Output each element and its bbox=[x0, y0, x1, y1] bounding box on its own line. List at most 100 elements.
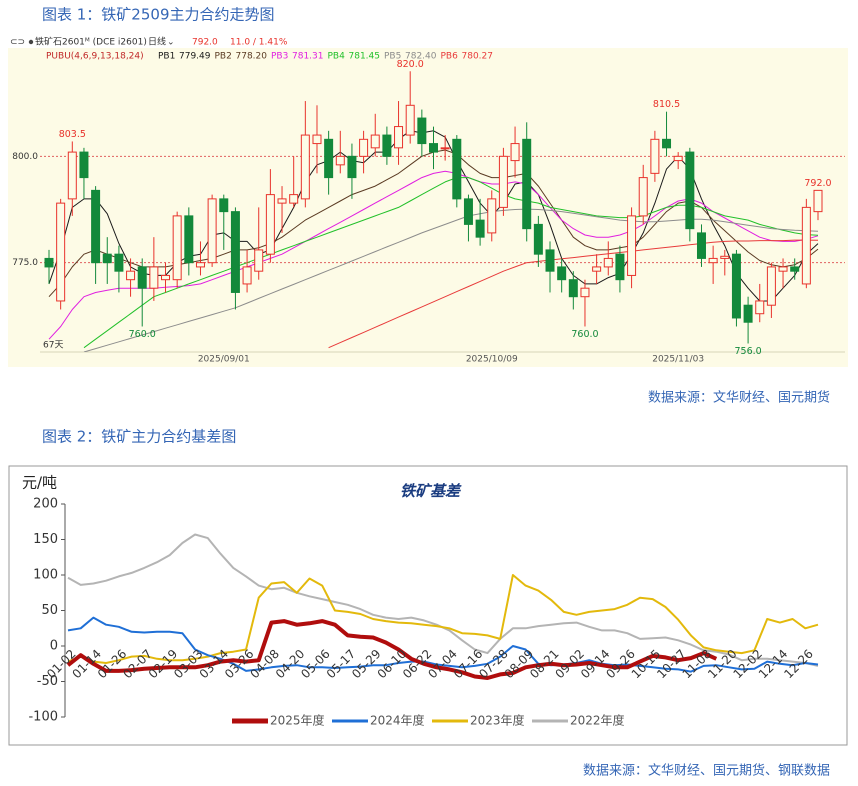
legend-name: PB1 bbox=[158, 52, 175, 62]
candle-body bbox=[638, 177, 648, 217]
chart-title: 铁矿基差 bbox=[400, 482, 462, 500]
legend-label: 2023年度 bbox=[470, 713, 525, 728]
candle-body bbox=[277, 198, 287, 204]
high-label: 820.0 bbox=[397, 59, 424, 70]
y-tick-label: 800.0 bbox=[12, 152, 38, 162]
source: 数据来源：文华财经、国元期货、钢联数据 bbox=[583, 763, 830, 779]
candle-body bbox=[207, 198, 217, 264]
legend-name: PB6 bbox=[441, 52, 459, 62]
source: 数据来源：文华财经、国元期货 bbox=[648, 390, 830, 406]
candle-body bbox=[335, 155, 345, 166]
candle-body bbox=[673, 155, 683, 162]
y-tick-label: 775.0 bbox=[12, 258, 38, 268]
y-tick-label: 200 bbox=[33, 497, 58, 512]
y-tick-label: 100 bbox=[33, 568, 58, 583]
legend-label: 2024年度 bbox=[370, 713, 425, 728]
x-tick-label: 2025/10/09 bbox=[466, 355, 518, 365]
ma-line bbox=[83, 177, 819, 349]
candle-body bbox=[731, 253, 741, 319]
instrument: 铁矿石2601ᴹ (DCE i2601) bbox=[35, 36, 147, 48]
candle-body bbox=[463, 198, 473, 225]
candle-body bbox=[580, 287, 590, 298]
legend-label: 2022年度 bbox=[570, 713, 625, 728]
candle-body bbox=[265, 194, 275, 255]
candle-body bbox=[778, 266, 788, 272]
legend-label: 2025年度 bbox=[270, 713, 325, 728]
candle-body bbox=[627, 215, 637, 276]
candle-body bbox=[510, 143, 520, 162]
candle-body bbox=[195, 262, 205, 268]
low-label: 760.0 bbox=[129, 329, 156, 340]
candle-body bbox=[498, 155, 508, 208]
candle-body bbox=[161, 274, 171, 281]
candle-body bbox=[801, 206, 811, 285]
candle-body bbox=[347, 155, 357, 179]
candle-body bbox=[685, 151, 695, 230]
legend-value: 779.49 bbox=[179, 52, 211, 62]
candle-body bbox=[708, 257, 718, 264]
low-label: 756.0 bbox=[734, 346, 761, 357]
candle-body bbox=[242, 266, 252, 285]
candle-body bbox=[766, 266, 776, 306]
legend-value: 782.40 bbox=[405, 52, 437, 62]
candle-body bbox=[230, 211, 240, 293]
candle-body bbox=[67, 151, 77, 200]
candle-body bbox=[405, 104, 415, 136]
legend-name: PB2 bbox=[215, 52, 232, 62]
candle-body bbox=[254, 249, 264, 272]
legend-name: PB3 bbox=[271, 52, 288, 62]
candle-body bbox=[56, 202, 66, 302]
candle-body bbox=[184, 215, 194, 264]
candle-body bbox=[696, 232, 706, 259]
x-tick-label: 2025/09/01 bbox=[198, 355, 250, 365]
candle-body bbox=[429, 143, 438, 153]
high-label: 810.5 bbox=[653, 99, 680, 110]
candle-body bbox=[615, 253, 625, 281]
count-label: 67天 bbox=[43, 341, 63, 351]
indicator: PUBU(4,6,9,13,18,24) bbox=[46, 52, 144, 62]
last-price: 792.0 bbox=[192, 38, 218, 48]
legend-value: 780.27 bbox=[462, 52, 494, 62]
y-tick-label: -100 bbox=[28, 710, 58, 725]
candle-body bbox=[114, 253, 124, 272]
y-tick-label: 0 bbox=[50, 639, 58, 654]
candle-body bbox=[755, 300, 765, 315]
y-axis-label: 元/吨 bbox=[22, 474, 57, 492]
legend-value: 778.20 bbox=[236, 52, 268, 62]
candle-body bbox=[452, 138, 462, 200]
candle-body bbox=[79, 151, 89, 179]
candle-body bbox=[324, 138, 334, 179]
candle-body bbox=[592, 266, 602, 272]
high-label: 792.0 bbox=[804, 178, 831, 189]
high-label: 803.5 bbox=[59, 129, 86, 140]
candle-body bbox=[359, 138, 369, 157]
candle-body bbox=[650, 138, 660, 174]
candle-body bbox=[394, 126, 404, 149]
candle-body bbox=[382, 134, 392, 157]
dropdown[interactable]: ⌄ bbox=[167, 38, 175, 48]
series-line bbox=[67, 616, 819, 673]
candle-body bbox=[44, 257, 54, 268]
series-line bbox=[66, 619, 718, 680]
candle-body bbox=[149, 266, 159, 289]
x-tick-label: 2025/11/03 bbox=[652, 355, 704, 365]
chart-header bbox=[8, 33, 848, 48]
low-label: 760.0 bbox=[571, 329, 598, 340]
candle-body bbox=[720, 255, 730, 259]
candle-body bbox=[557, 266, 567, 281]
candle-body bbox=[172, 215, 182, 281]
ma-line bbox=[328, 239, 819, 349]
candle-body bbox=[417, 117, 427, 145]
candle-body bbox=[91, 189, 101, 264]
candle-body bbox=[440, 147, 450, 150]
chart-frame bbox=[8, 465, 848, 746]
legend-value: 781.45 bbox=[349, 52, 381, 62]
candle-body bbox=[126, 270, 136, 281]
candle-body bbox=[545, 249, 555, 272]
candle-body bbox=[813, 189, 823, 213]
change: 11.0 / 1.41% bbox=[230, 38, 288, 48]
chart-panel bbox=[8, 33, 848, 367]
icon: ⊂⊃ bbox=[10, 38, 25, 48]
candle-body bbox=[312, 134, 322, 145]
y-tick-label: 50 bbox=[41, 603, 58, 618]
